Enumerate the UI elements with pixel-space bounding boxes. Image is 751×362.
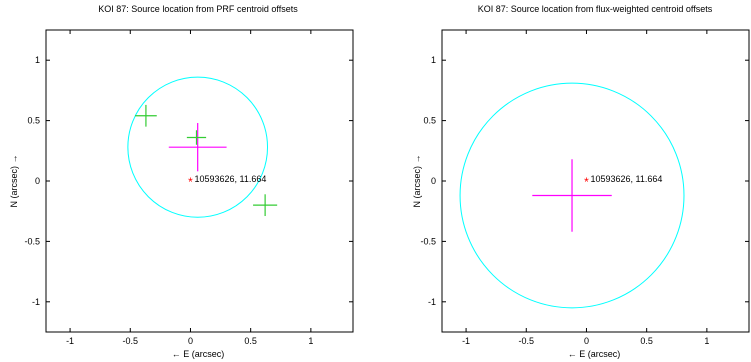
y-tick-label: 0 <box>35 176 40 186</box>
x-tick-label: -0.5 <box>519 336 535 346</box>
plot-area <box>45 29 354 333</box>
panel-prf: KOI 87: Source location from PRF centroi… <box>9 4 354 359</box>
y-axis-label: N (arcsec) → <box>412 154 422 207</box>
y-tick-label: -1 <box>32 297 40 307</box>
y-tick-label: -0.5 <box>420 236 436 246</box>
y-tick-label: -1 <box>428 297 436 307</box>
y-tick-label: 0 <box>431 176 436 186</box>
y-tick-label: 1 <box>35 55 40 65</box>
chart-title: KOI 87: Source location from PRF centroi… <box>98 4 298 14</box>
y-tick-label: 0.5 <box>27 116 40 126</box>
y-tick-label: 1 <box>431 55 436 65</box>
target-label: 10593626, 11.664 <box>590 174 662 184</box>
x-tick-label: 0.5 <box>640 336 653 346</box>
panel-flux: KOI 87: Source location from flux-weight… <box>412 4 750 359</box>
y-tick-label: 0.5 <box>423 116 436 126</box>
x-axis-label: ← E (arcsec) <box>568 349 621 359</box>
x-tick-label: -0.5 <box>123 336 139 346</box>
plot-marks: -1 -0.5 0 0.5 1 1 0.5 0 -0.5 -1 * 10593626, 11.664 <box>420 30 749 346</box>
target-star-icon: * <box>584 175 589 189</box>
target-star-icon: * <box>188 175 193 189</box>
x-tick-label: -1 <box>66 336 74 346</box>
plot-marks: -1 -0.5 0 0.5 1 1 0.5 0 -0.5 -1 * 10593626, 11.664 <box>24 30 353 346</box>
x-tick-label: -1 <box>462 336 470 346</box>
plot-area <box>441 29 750 333</box>
x-tick-label: 0.5 <box>244 336 257 346</box>
chart-title: KOI 87: Source location from flux-weight… <box>478 4 713 14</box>
y-tick-label: -0.5 <box>24 236 40 246</box>
target-label: 10593626, 11.664 <box>194 174 266 184</box>
x-tick-label: 0 <box>584 336 589 346</box>
y-axis-label: N (arcsec) → <box>9 154 19 207</box>
x-tick-label: 1 <box>308 336 313 346</box>
x-tick-label: 0 <box>188 336 193 346</box>
x-tick-label: 1 <box>704 336 709 346</box>
uncertainty-circle <box>459 82 685 309</box>
uncertainty-circle <box>127 76 269 218</box>
x-axis-label: ← E (arcsec) <box>172 349 225 359</box>
